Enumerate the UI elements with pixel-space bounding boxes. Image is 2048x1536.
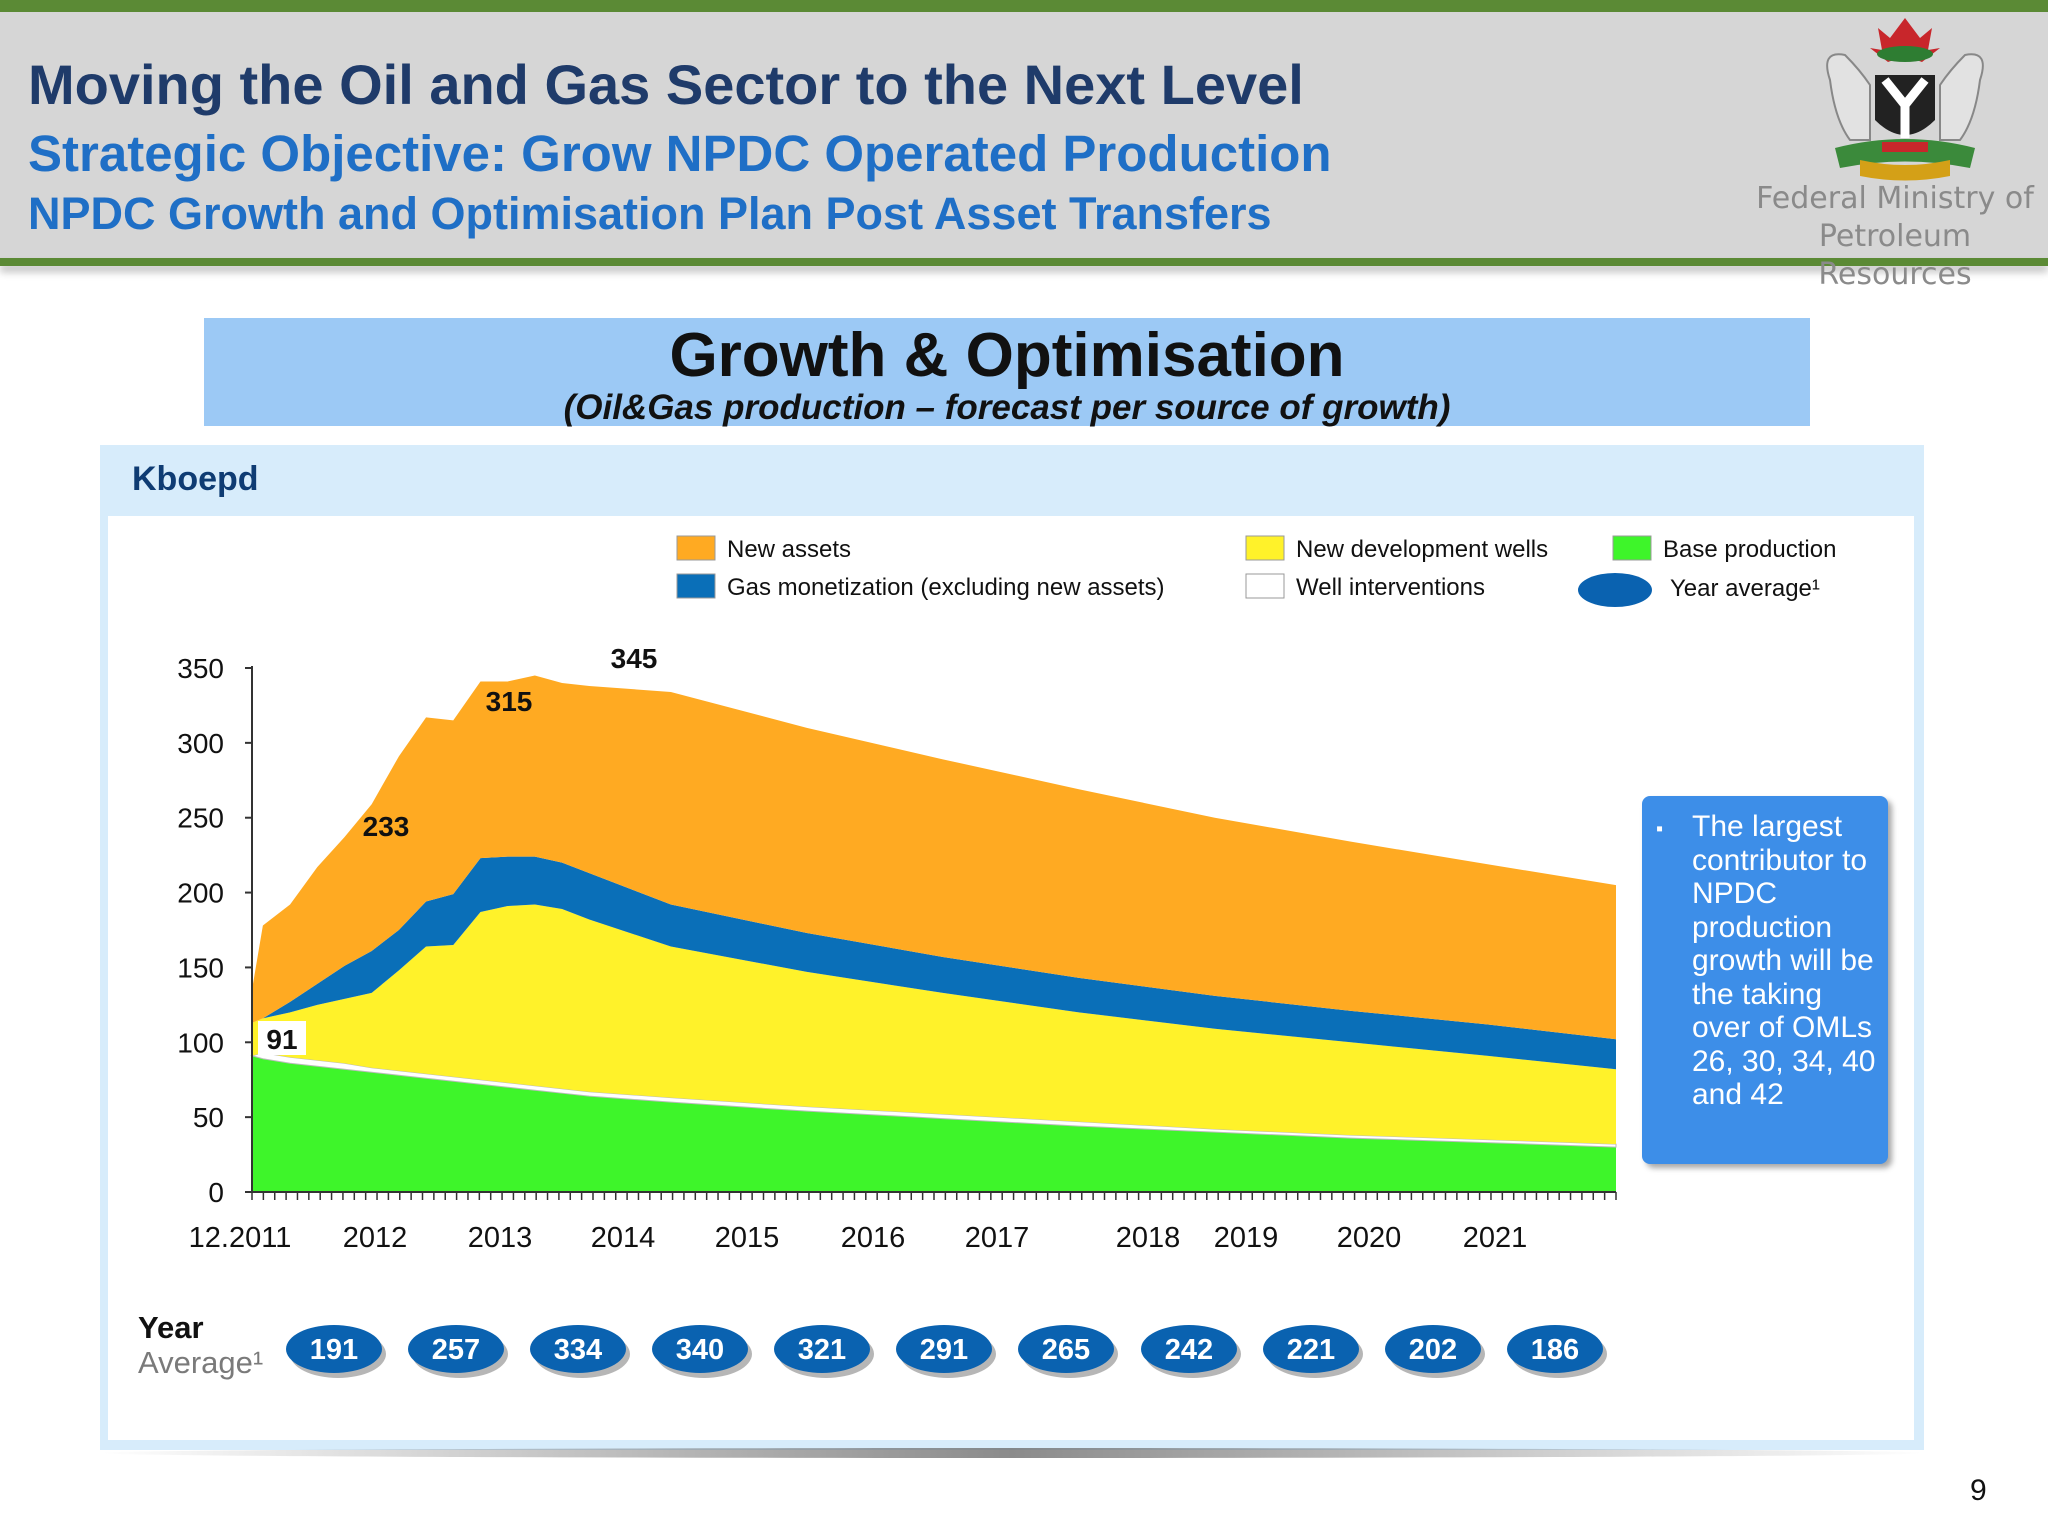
page-number: 9 [1970, 1474, 1987, 1507]
x-tick-label: 12.2011 [189, 1222, 292, 1254]
x-tick-label: 2017 [965, 1222, 1030, 1254]
legend-label: Gas monetization (excluding new assets) [727, 574, 1165, 601]
banner-title: Growth & Optimisation [669, 321, 1345, 390]
legend-swatch [1612, 535, 1652, 561]
year-average-value: 186 [1531, 1334, 1579, 1366]
data-label: 345 [611, 643, 658, 674]
year-average-label: Year Average¹ [138, 1310, 263, 1380]
year-average-value: 221 [1287, 1334, 1335, 1366]
year-average-bubble [1385, 1325, 1481, 1373]
y-tick-label: 200 [177, 878, 224, 909]
legend-swatch [676, 573, 716, 599]
year-average-bubble [286, 1325, 382, 1373]
legend-label: Year average¹ [1670, 575, 1820, 602]
year-average-bubble [1263, 1325, 1359, 1373]
top-accent-band [0, 0, 2048, 12]
year-average-label-line1: Year [138, 1310, 204, 1345]
year-average-value: 291 [920, 1334, 968, 1366]
x-tick-label: 2018 [1116, 1222, 1181, 1254]
data-label: 315 [486, 686, 533, 717]
coat-of-arms-logo [1826, 18, 1984, 181]
legend-bubble-icon [1578, 573, 1652, 607]
annotation-background [258, 1021, 306, 1055]
year-average-bubble [1018, 1325, 1114, 1373]
year-average-bubble [1141, 1325, 1237, 1373]
header-divider [0, 258, 2048, 266]
chart-banner: Growth & Optimisation (Oil&Gas productio… [204, 318, 1810, 427]
year-average-bubble [408, 1325, 504, 1373]
x-tick-label: 2012 [343, 1222, 408, 1254]
y-axis-unit-label: Kboepd [132, 460, 259, 498]
y-tick-label: 300 [177, 728, 224, 759]
header-bar [0, 12, 2048, 258]
year-average-bubble [774, 1325, 870, 1373]
year-average-value: 334 [554, 1334, 602, 1366]
page-subtitle-2: NPDC Growth and Optimisation Plan Post A… [28, 188, 1272, 239]
x-tick-label: 2016 [841, 1222, 906, 1254]
callout-box: ▪ The largest contributor to NPDC produc… [1642, 796, 1888, 1164]
year-average-label-line2: Average¹ [138, 1345, 264, 1380]
ministry-line-2: Petroleum Resources [1818, 219, 1972, 292]
y-tick-label: 350 [177, 653, 224, 684]
legend-swatch [676, 535, 716, 561]
x-tick-label: 2021 [1463, 1222, 1528, 1254]
callout-text: The largest contributor to NPDC producti… [1692, 810, 1876, 1111]
banner-subtitle: (Oil&Gas production – forecast per sourc… [563, 388, 1451, 427]
year-average-value: 202 [1409, 1334, 1457, 1366]
year-average-value: 257 [432, 1334, 480, 1366]
y-tick-label: 250 [177, 803, 224, 834]
legend-label: New assets [727, 536, 851, 563]
data-label: 91 [266, 1024, 297, 1055]
x-tick-label: 2019 [1214, 1222, 1279, 1254]
year-average-bubble [530, 1325, 626, 1373]
year-average-bubble [1507, 1325, 1603, 1373]
year-average-bubble [896, 1325, 992, 1373]
callout-bullet: ▪ [1656, 818, 1664, 840]
ministry-line-1: Federal Ministry of [1756, 181, 2034, 216]
y-tick-label: 0 [208, 1177, 224, 1208]
ministry-name: Federal Ministry of Petroleum Resources [1740, 180, 2048, 294]
year-average-value: 265 [1042, 1334, 1090, 1366]
series-area-gas-monetization-excluding-new-assets [252, 856, 1616, 1070]
year-average-value: 191 [310, 1334, 358, 1366]
data-label: 233 [363, 811, 410, 842]
series-area-base-production [252, 1055, 1616, 1192]
year-average-value: 340 [676, 1334, 724, 1366]
legend-swatch [1245, 573, 1285, 599]
page-subtitle: Strategic Objective: Grow NPDC Operated … [28, 125, 1332, 182]
series-area-new-development-wells [252, 904, 1616, 1145]
y-tick-label: 50 [193, 1102, 224, 1133]
year-average-value: 242 [1165, 1334, 1213, 1366]
legend-label: Well interventions [1296, 574, 1485, 601]
x-tick-label: 2015 [715, 1222, 780, 1254]
x-tick-label: 2014 [591, 1222, 656, 1254]
legend-label: New development wells [1296, 536, 1548, 563]
x-tick-label: 2013 [468, 1222, 533, 1254]
legend-label: Base production [1663, 536, 1836, 563]
series-area-well-interventions [250, 1052, 1617, 1148]
legend-swatch [1245, 535, 1285, 561]
series-area-new-assets [252, 675, 1616, 1040]
y-tick-label: 100 [177, 1027, 224, 1058]
year-average-bubble [652, 1325, 748, 1373]
year-average-value: 321 [798, 1334, 846, 1366]
page-title: Moving the Oil and Gas Sector to the Nex… [28, 53, 1304, 116]
y-tick-label: 150 [177, 952, 224, 983]
x-tick-label: 2020 [1337, 1222, 1402, 1254]
bottom-shadow [100, 1448, 1924, 1458]
